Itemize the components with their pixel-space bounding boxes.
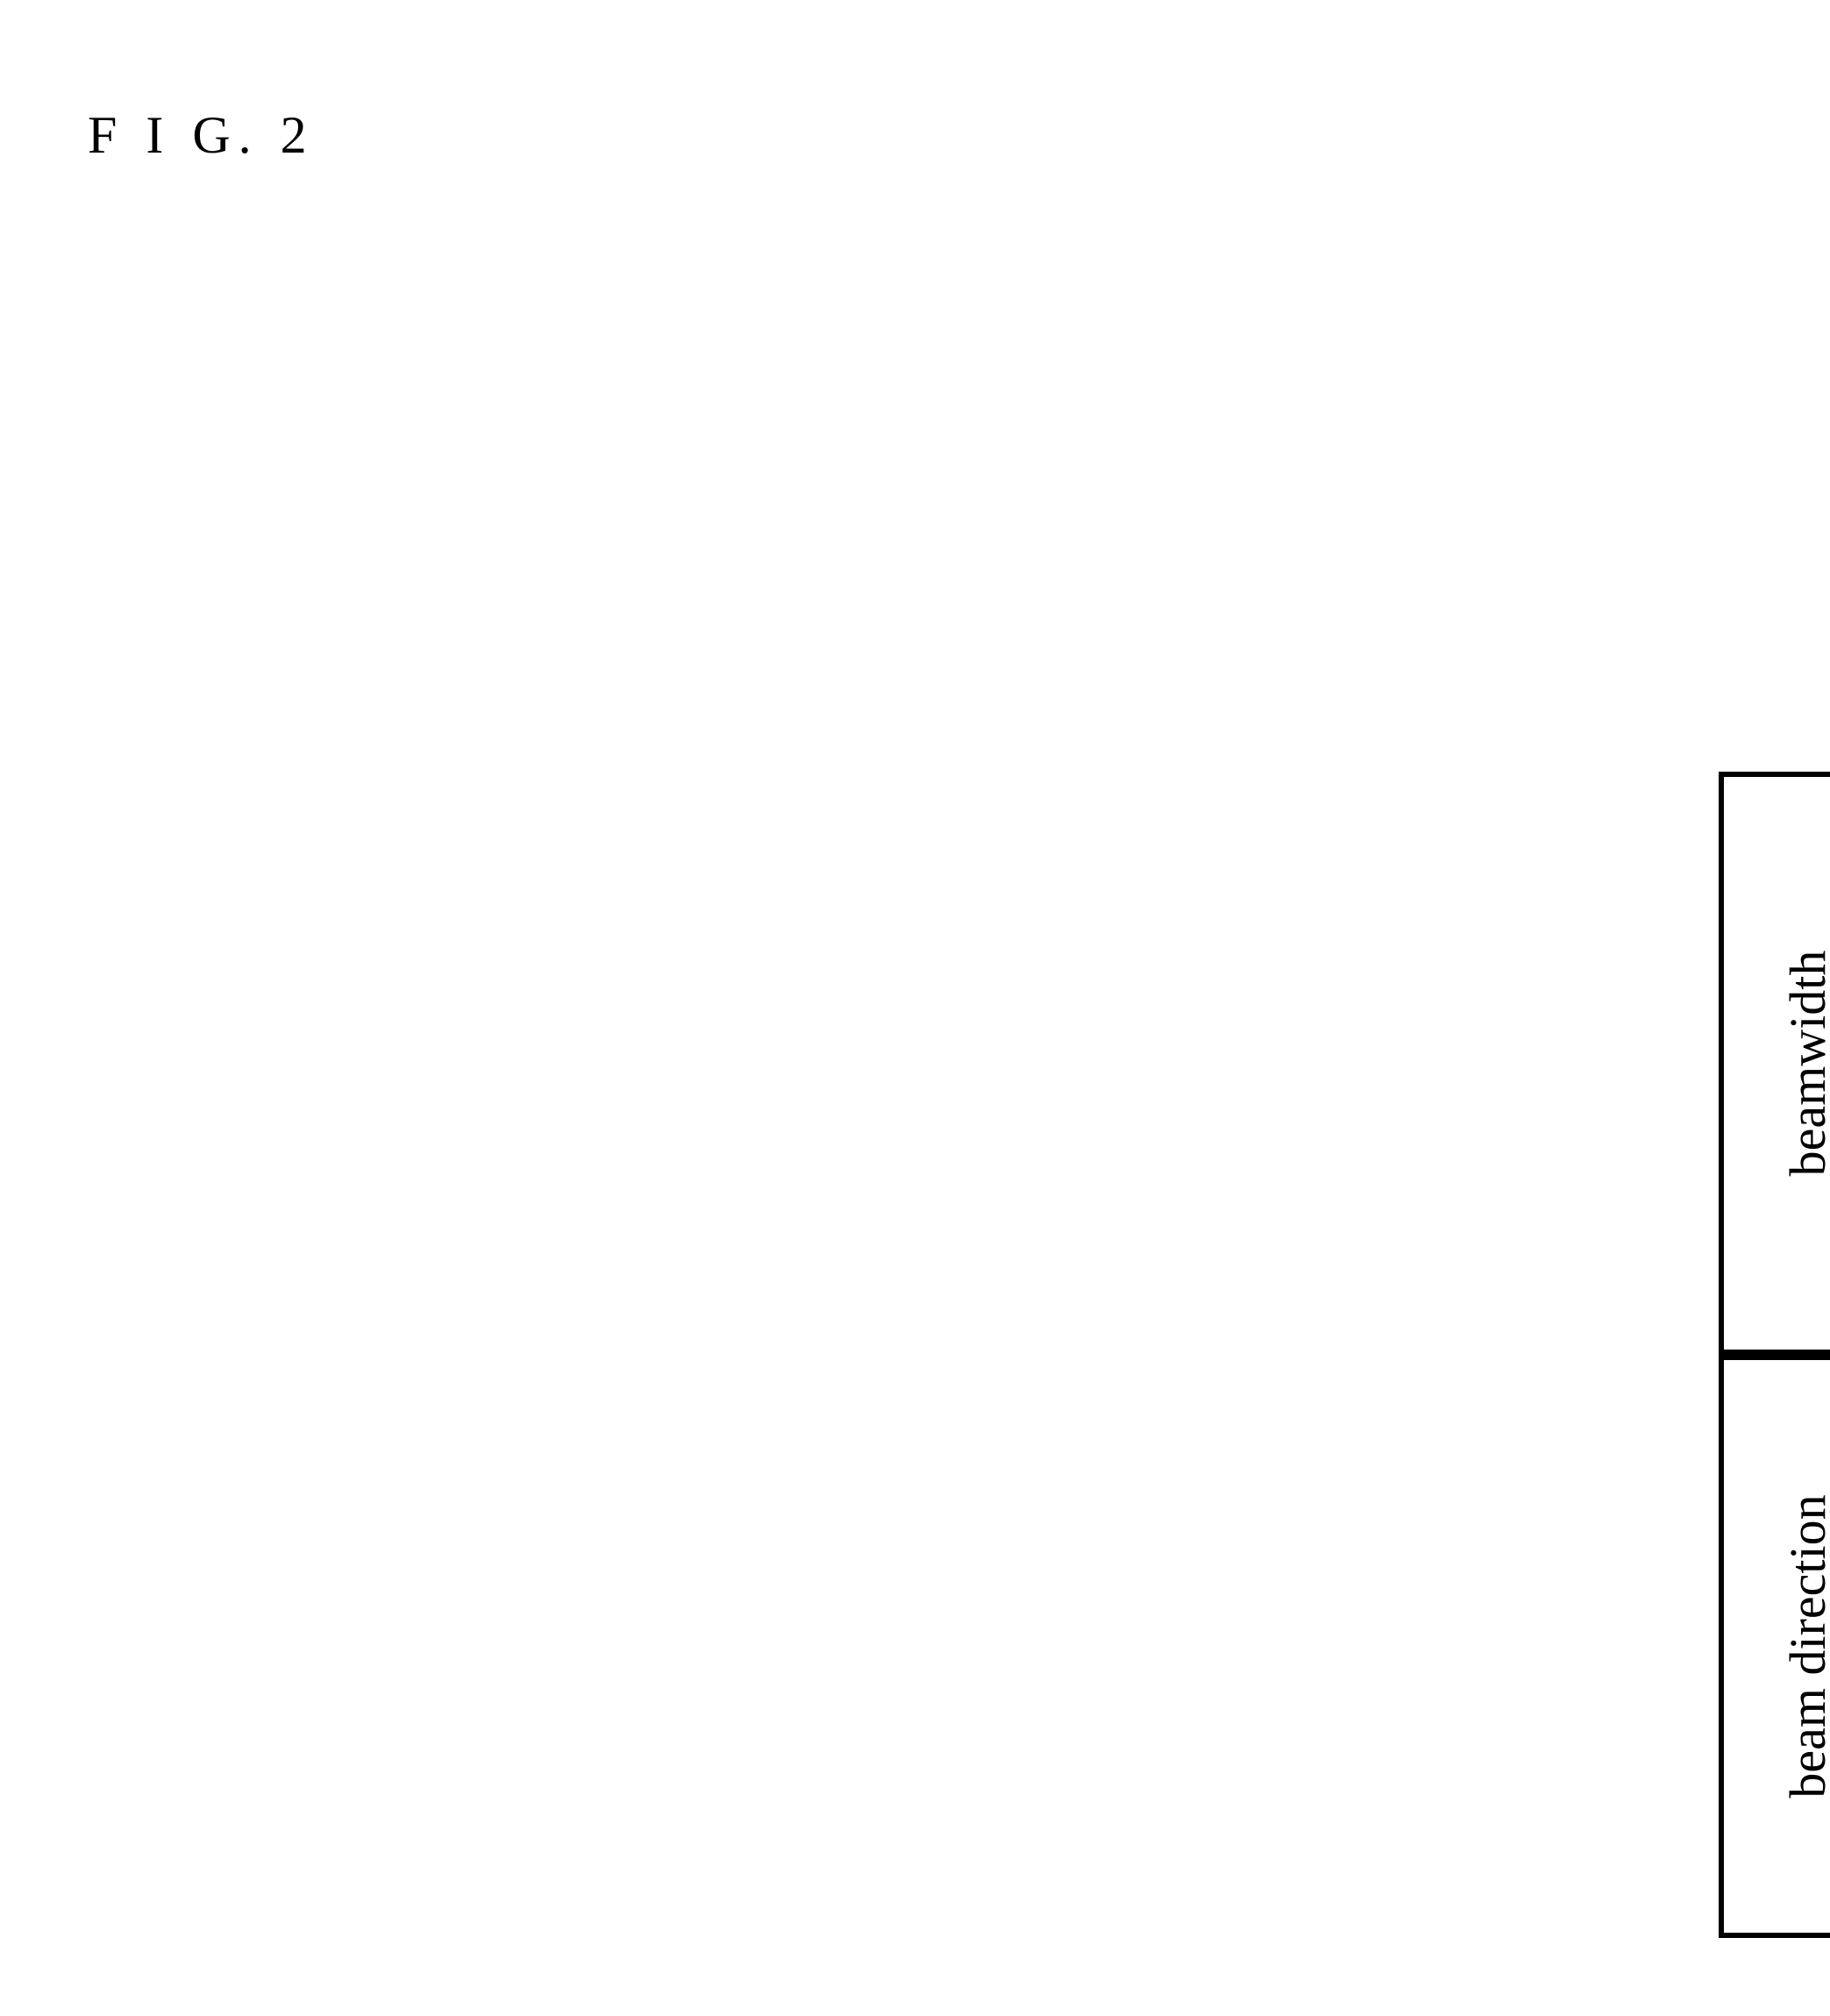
figure-canvas: F I G. 2 beam directionof desired antenn…: [0, 0, 1830, 2016]
figure-label: F I G. 2: [88, 105, 315, 166]
flowchart-area: beam directionof desired antennapattern …: [1719, 167, 1830, 1938]
step1-box-beam-direction: beam directionof desired antennapattern: [1719, 1355, 1830, 1938]
step1b-text: beamwidthof desired antennapattern: [1777, 877, 1830, 1250]
step1a-text: beam directionof desired antennapattern: [1777, 1460, 1830, 1833]
step1-box-beamwidth: beamwidthof desired antennapattern: [1719, 772, 1830, 1355]
